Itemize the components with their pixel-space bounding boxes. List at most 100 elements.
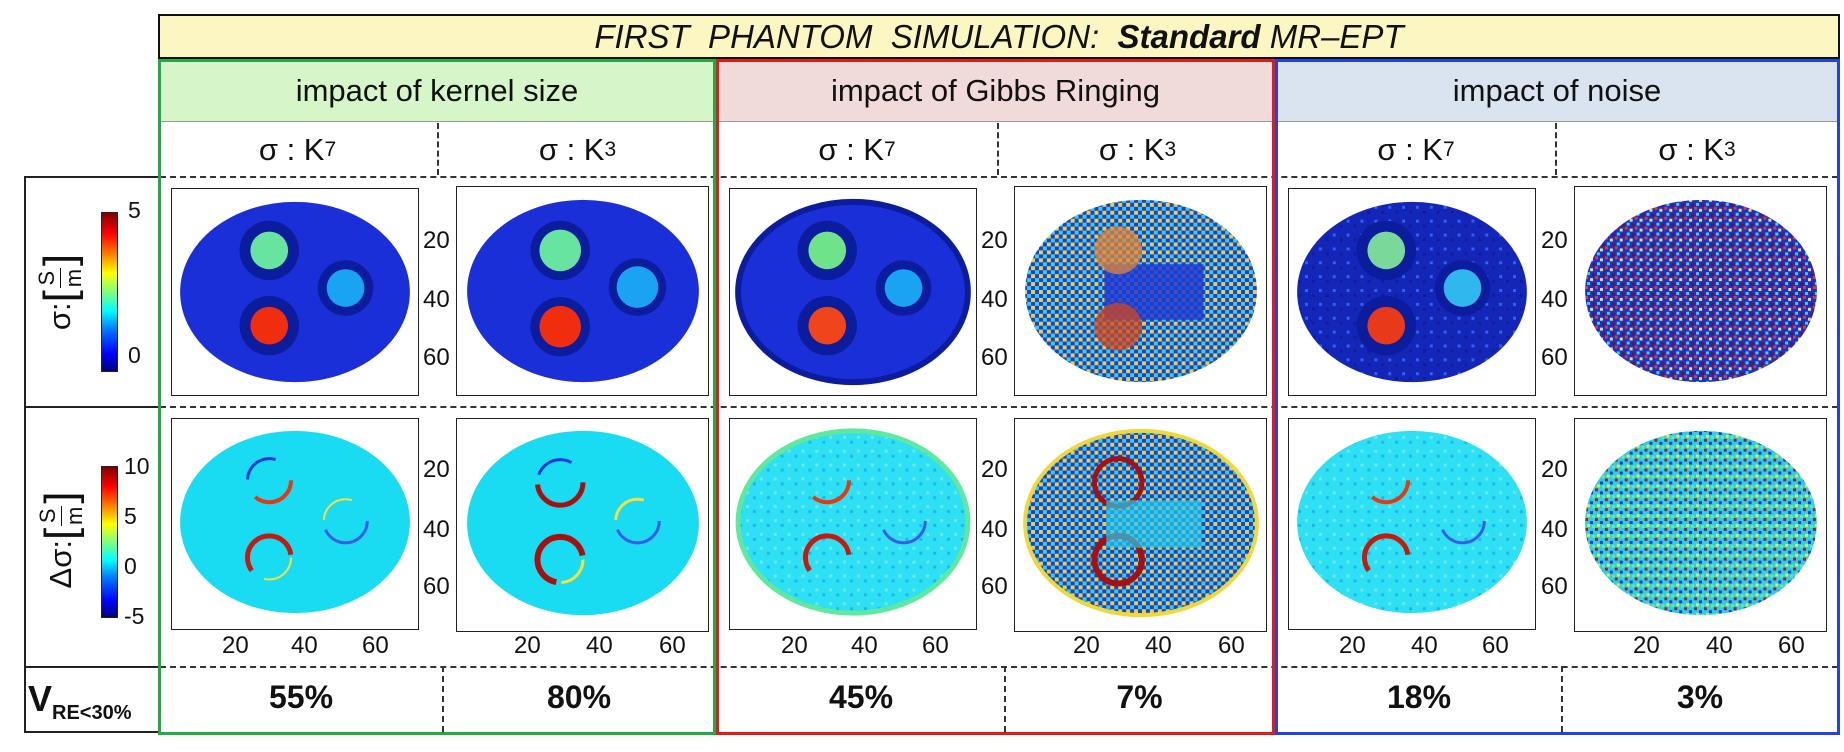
group-label: impact of noise (1452, 72, 1662, 108)
vre-value: 55% (268, 678, 334, 715)
row-label-divider (24, 666, 160, 668)
column-header-text: σ : K (1098, 132, 1165, 167)
x-tick: 20 (781, 632, 808, 659)
row-label-divider (24, 406, 160, 408)
image-panel (171, 188, 419, 396)
image-panel (1288, 418, 1536, 630)
sigma-colorbar (101, 212, 118, 372)
image-panel (1288, 188, 1536, 396)
divider (997, 123, 999, 175)
row-label-prefix: Δσ: (43, 540, 78, 589)
column-header-sub: 3 (604, 138, 617, 161)
image-panel (729, 418, 977, 630)
x-tick: 40 (1706, 632, 1733, 659)
vre-sub: RE<30% (52, 702, 132, 725)
row-label-prefix: σ: (42, 302, 77, 331)
sigma-map-gibbs-kernel3 (1025, 199, 1257, 383)
y-tick: 20 (981, 227, 1008, 254)
vre-value: 3% (1676, 678, 1724, 715)
figure-title: FIRST PHANTOM SIMULATION: Standard MR–EP… (158, 14, 1840, 59)
x-tick: 40 (851, 632, 878, 659)
divider (1561, 666, 1563, 732)
group-label: impact of Gibbs Ringing (830, 72, 1161, 108)
column-header-sub: 7 (324, 138, 337, 161)
title-bold: Standard (1117, 17, 1261, 55)
y-tick: 20 (1541, 227, 1568, 254)
x-tick: 20 (1339, 632, 1366, 659)
column-header-sub: 7 (883, 138, 896, 161)
column-header-sub: 3 (1164, 138, 1177, 161)
y-tick: 40 (1541, 516, 1568, 543)
sigma-map-kernel3 (467, 199, 699, 383)
group-header-kernel-size: impact of kernel size (160, 60, 714, 122)
group-frame-gibbs (716, 59, 1275, 735)
y-tick: 60 (981, 573, 1008, 600)
delta-map-gibbs-kernel3 (1023, 428, 1259, 618)
colorbar-tick: 0 (124, 553, 137, 579)
bracket-right-icon: ] (35, 253, 84, 267)
x-tick: 40 (1145, 632, 1172, 659)
y-tick: 60 (1541, 344, 1568, 371)
y-tick: 40 (981, 516, 1008, 543)
column-header-sub: 7 (1442, 138, 1455, 161)
divider (1004, 666, 1006, 732)
column-header-text: σ : K (818, 132, 884, 167)
column-header-text: σ : K (1377, 132, 1443, 167)
x-tick: 60 (922, 632, 949, 659)
title-pre: FIRST PHANTOM SIMULATION: (594, 17, 1118, 55)
sigma-map-gibbs-kernel7 (735, 198, 971, 386)
image-panel (456, 418, 709, 632)
group-header-gibbs: impact of Gibbs Ringing (718, 60, 1273, 122)
x-tick: 60 (362, 632, 389, 659)
unit-numerator: S (34, 508, 60, 524)
bracket-right-icon: ] (36, 491, 85, 504)
divider (442, 666, 444, 732)
y-tick: 60 (1541, 573, 1568, 600)
sigma-map-kernel7 (180, 201, 410, 383)
x-tick: 20 (514, 632, 541, 659)
group-header-noise: impact of noise (1277, 60, 1837, 122)
bracket-left-icon: [ (36, 527, 85, 541)
colorbar-tick: 0 (128, 342, 141, 368)
x-tick: 60 (1778, 632, 1805, 659)
vre-main: V (28, 678, 53, 719)
delta-map-noise-kernel7 (1297, 430, 1527, 614)
y-tick: 40 (1541, 286, 1568, 313)
group-frame-noise (1275, 59, 1840, 735)
y-tick: 20 (1541, 456, 1568, 483)
image-panel (1014, 186, 1267, 396)
vre-value: 18% (1386, 678, 1452, 715)
column-header-text: σ : K (258, 132, 325, 167)
delta-map-kernel7 (180, 430, 410, 614)
y-tick: 40 (423, 286, 450, 313)
y-tick: 60 (423, 573, 450, 600)
image-panel (456, 186, 709, 396)
vre-value: 80% (546, 678, 612, 715)
y-tick: 40 (981, 286, 1008, 313)
group-label: impact of kernel size (295, 72, 579, 108)
vre-value: 45% (828, 678, 894, 715)
y-tick: 20 (981, 456, 1008, 483)
sigma-map-noise-kernel3 (1585, 199, 1817, 383)
title-post: MR–EPT (1260, 17, 1404, 55)
x-tick: 60 (1218, 632, 1245, 659)
colorbar-tick: 5 (124, 503, 137, 529)
group-frame-kernel-size (158, 59, 716, 735)
row-label-vre: VRE<30% (28, 678, 132, 725)
row-label-column (24, 176, 160, 733)
x-tick: 20 (1073, 632, 1100, 659)
image-panel (1574, 418, 1827, 632)
column-header-sub: 3 (1723, 138, 1736, 161)
x-tick: 40 (1411, 632, 1438, 659)
vre-value: 7% (1116, 678, 1163, 715)
y-tick: 60 (981, 344, 1008, 371)
delta-map-gibbs-kernel7 (735, 428, 971, 616)
y-tick: 40 (423, 516, 450, 543)
y-tick: 20 (423, 227, 450, 254)
